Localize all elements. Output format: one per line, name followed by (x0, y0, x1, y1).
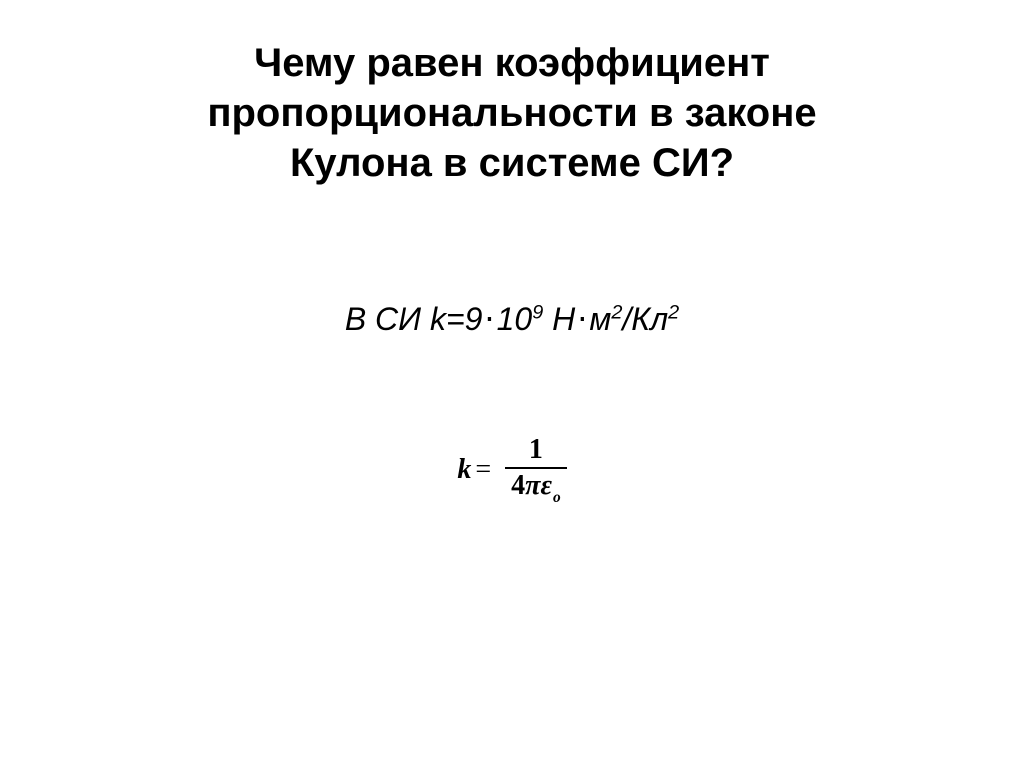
title-line-3: Кулона в системе СИ? (290, 141, 734, 185)
den-eps: ε (540, 470, 551, 501)
answer-exp-1: 9 (532, 301, 543, 323)
answer-dot-2: ⋅ (575, 301, 589, 337)
formula-fraction: 1 4πεo (505, 435, 566, 505)
den-subscript: o (552, 489, 561, 506)
title-line-2: пропорциональности в законе (207, 91, 816, 135)
den-pi: π (525, 470, 540, 501)
answer-line: В СИ k=9⋅109 Н⋅м2/Кл2 (0, 300, 1024, 338)
formula-wrap: k= 1 4πεo (457, 435, 566, 505)
formula-eq: = (471, 454, 495, 485)
slide-title: Чему равен коэффициент пропорциональност… (0, 38, 1024, 188)
formula: k= 1 4πεo (0, 435, 1024, 505)
title-line-1: Чему равен коэффициент (254, 41, 770, 85)
answer-slash: /Кл (622, 301, 668, 337)
formula-var-k: k (457, 454, 471, 485)
formula-numerator: 1 (505, 435, 566, 469)
den-coeff: 4 (511, 470, 525, 501)
answer-dot-1: ⋅ (482, 301, 496, 337)
answer-unit-m: м (589, 301, 611, 337)
answer-base: 10 (497, 301, 533, 337)
answer-prefix: В СИ k=9 (345, 301, 483, 337)
answer-exp-3: 2 (668, 301, 679, 323)
slide: Чему равен коэффициент пропорциональност… (0, 0, 1024, 768)
formula-lhs: k= (457, 454, 495, 486)
answer-exp-2: 2 (611, 301, 622, 323)
formula-denominator: 4πεo (505, 469, 566, 506)
answer-mid: Н (543, 301, 575, 337)
